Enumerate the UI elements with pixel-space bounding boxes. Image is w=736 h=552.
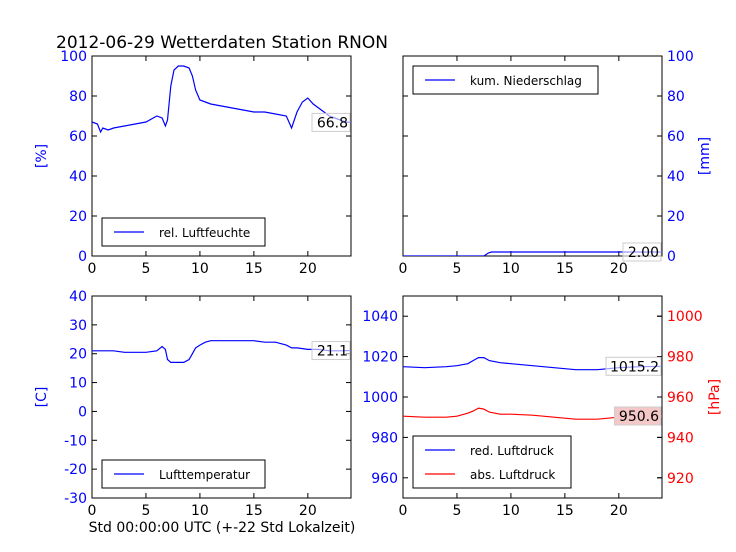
- x-tick-label: 15: [556, 503, 574, 519]
- y-tick-label: 0: [78, 404, 87, 420]
- series-line-0: [92, 340, 351, 363]
- y-tick-label: 20: [667, 209, 685, 225]
- figure-title: 2012-06-29 Wetterdaten Station RNON: [56, 33, 388, 53]
- x-tick-label: 5: [452, 261, 461, 277]
- panel-pressure: 0 5 10 15 20 960 980 1000 1020 1040 920 940 960 980 10…: [362, 295, 723, 519]
- legend-label: Lufttemperatur: [159, 468, 250, 482]
- x-tick-label: 20: [299, 261, 317, 277]
- x-tick-label: 0: [399, 261, 408, 277]
- legend-box: [412, 435, 572, 489]
- y2-tick-label: 920: [667, 471, 694, 487]
- x-tick-label: 0: [88, 261, 97, 277]
- y-tick-label: -20: [64, 462, 87, 478]
- plot-frame: [91, 295, 352, 499]
- x-tick-label: 10: [502, 261, 520, 277]
- y-tick-label: 40: [667, 169, 685, 185]
- x-tick-label: 0: [88, 503, 97, 519]
- y-tick-label: 60: [667, 129, 685, 145]
- current-value-label: 1015.2: [610, 359, 659, 375]
- y-tick-label: 60: [69, 129, 87, 145]
- current-value-label-box: [311, 341, 351, 361]
- y-tick-label: 40: [69, 169, 87, 185]
- current-value-label-2-box: [614, 406, 662, 426]
- x-tick-label: 0: [399, 503, 408, 519]
- panel-precipitation: 0 5 10 15 20 0 20 40 60 80 100 [mm] 2.00 kum. Nieders…: [399, 49, 713, 277]
- y-tick-label: 20: [69, 209, 87, 225]
- y2-tick-label: 980: [667, 350, 694, 366]
- current-value-label: 21.1: [317, 344, 348, 360]
- legend-label: rel. Luftfeuchte: [159, 226, 250, 240]
- current-value-label-box: [622, 242, 662, 262]
- series-line-1: [403, 407, 662, 420]
- legend-label: red. Luftdruck: [470, 444, 554, 458]
- x-tick-label: 5: [141, 503, 150, 519]
- y-axis-label: [mm]: [697, 137, 713, 175]
- legend-label: abs. Luftdruck: [470, 468, 555, 482]
- panel-temperature: 0 5 10 15 20 -30 -20 -10 0 10 20 30 40 [C] 21.1 Lufttem…: [34, 289, 352, 519]
- x-tick-label: 10: [191, 503, 209, 519]
- y-tick-label: -30: [64, 491, 87, 507]
- x-tick-label: 20: [610, 261, 628, 277]
- current-value-label-2: 950.6: [619, 409, 659, 425]
- x-axis-label: Std 00:00:00 UTC (+-22 Std Lokalzeit): [89, 520, 356, 536]
- y-tick-label: -10: [64, 433, 87, 449]
- x-tick-label: 10: [191, 261, 209, 277]
- current-value-label: 66.8: [317, 115, 348, 131]
- y-tick-label: 1040: [362, 309, 398, 325]
- y2-tick-label: 1000: [667, 309, 703, 325]
- y-tick-label: 0: [78, 249, 87, 265]
- y-tick-label: 1020: [362, 350, 398, 366]
- plot-frame: [91, 55, 352, 257]
- y2-axis-label: [hPa]: [707, 379, 723, 415]
- y-tick-label: 80: [69, 89, 87, 105]
- y-axis-label: [%]: [34, 144, 50, 168]
- current-value-label-box: [311, 112, 351, 132]
- x-tick-label: 15: [245, 503, 263, 519]
- x-tick-label: 5: [452, 503, 461, 519]
- y-tick-label: 80: [667, 89, 685, 105]
- y2-tick-label: 940: [667, 430, 694, 446]
- current-value-label: 2.00: [628, 245, 659, 261]
- plot-frame: [402, 55, 663, 257]
- legend-label: kum. Niederschlag: [470, 74, 582, 88]
- y-tick-label: 100: [667, 49, 694, 65]
- current-value-label-box: [605, 356, 662, 376]
- panel-humidity: 0 5 10 15 20 0 20 40 60 80 100 [%] 66.8 rel. Luftfeuc…: [34, 49, 352, 277]
- series-line-0: [403, 251, 662, 256]
- y-tick-label: 20: [69, 347, 87, 363]
- y-tick-label: 0: [667, 249, 676, 265]
- series-line-0: [92, 65, 351, 134]
- series-line-0: [403, 357, 662, 371]
- x-tick-label: 5: [141, 261, 150, 277]
- legend-box: [101, 217, 266, 247]
- y-tick-label: 100: [60, 49, 87, 65]
- x-tick-label: 15: [245, 261, 263, 277]
- y-tick-label: 40: [69, 289, 87, 305]
- x-tick-label: 20: [610, 503, 628, 519]
- y-tick-label: 1000: [362, 390, 398, 406]
- y-axis-label: [C]: [34, 387, 50, 408]
- y2-tick-label: 960: [667, 390, 694, 406]
- y-tick-label: 10: [69, 376, 87, 392]
- x-tick-label: 20: [299, 503, 317, 519]
- x-tick-label: 15: [556, 261, 574, 277]
- x-tick-label: 10: [502, 503, 520, 519]
- y-tick-label: 30: [69, 318, 87, 334]
- y-tick-label: 980: [371, 430, 398, 446]
- y-tick-label: 960: [371, 471, 398, 487]
